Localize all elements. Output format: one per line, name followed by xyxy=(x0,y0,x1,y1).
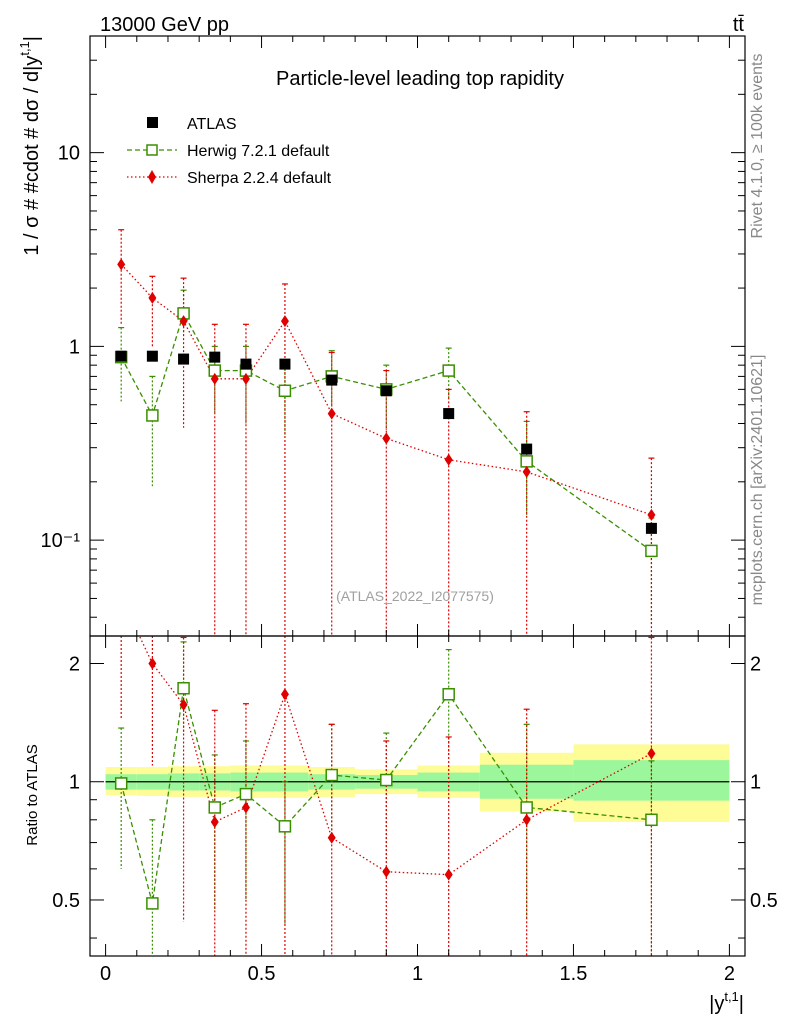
ratio-herwig-point xyxy=(177,681,190,695)
legend-sherpa-marker xyxy=(148,170,156,184)
ratio-herwig-point xyxy=(146,897,159,910)
atlas-data-point xyxy=(279,358,291,370)
ratio-herwig-point xyxy=(380,773,393,787)
atlas-data-point xyxy=(240,358,252,370)
main-sherpa-point xyxy=(327,407,336,420)
atlas-data-point xyxy=(209,351,221,363)
main-sherpa-point xyxy=(179,315,188,328)
ratio-tick-label-left: 1 xyxy=(69,772,80,794)
x-tick-label: 2 xyxy=(724,963,735,985)
process-label: tt̄ xyxy=(733,14,745,36)
legend-atlas-label: ATLAS xyxy=(187,116,237,133)
main-sherpa-point xyxy=(117,258,126,271)
axes: 0 0.5 1 1.5 2 10⁻¹ 1 10 0.5 0.5 1 1 2 2 xyxy=(41,35,778,985)
ratio-sherpa-point xyxy=(382,865,391,878)
legend: ATLAS Herwig 7.2.1 default Sherpa 2.2.4 … xyxy=(127,116,332,187)
x-axis-label-tail: | xyxy=(739,993,744,1015)
x-axis-label-sup: t,1 xyxy=(724,989,738,1004)
ratio-sherpa-point xyxy=(327,831,336,844)
ratio-herwig-line xyxy=(120,688,652,904)
atlas-data-point xyxy=(115,350,127,362)
mcplots-label: mcplots.cern.ch [arXiv:2401.10621] xyxy=(749,355,766,606)
main-herwig-point xyxy=(146,409,159,422)
main-sherpa-point xyxy=(382,432,391,445)
ratio-herwig-point xyxy=(645,813,658,827)
y-tick-label: 10 xyxy=(58,143,80,165)
atlas-data-point xyxy=(521,443,533,455)
main-sherpa-point xyxy=(647,508,656,521)
ratio-herwig-point xyxy=(208,801,222,814)
main-herwig-point xyxy=(278,384,292,398)
x-tick-label: 0 xyxy=(100,963,111,985)
ratio-herwig-point xyxy=(278,820,292,833)
data-markers xyxy=(114,258,658,910)
ratio-sherpa-point xyxy=(647,747,656,760)
ratio-herwig-point xyxy=(239,787,253,801)
atlas-data-point xyxy=(380,385,392,397)
ratio-herwig-point xyxy=(114,777,128,790)
ratio-axis-label: Ratio to ATLAS xyxy=(24,744,41,845)
y-axis-label-main: 1 / σ # #cdot # dσ / d|y xyxy=(21,56,43,256)
main-herwig-point xyxy=(645,544,658,558)
atlas-data-point xyxy=(146,350,158,362)
main-sherpa-point xyxy=(210,372,219,385)
ratio-sherpa-point xyxy=(241,801,250,814)
ratio-herwig-point xyxy=(325,768,338,782)
error-bars xyxy=(118,229,655,956)
main-sherpa-point xyxy=(280,315,289,328)
x-axis-label: |yt,1| xyxy=(709,989,744,1015)
y-axis-label-tail: | xyxy=(21,36,43,41)
y-axis-label: 1 / σ # #cdot # dσ / d|yt,1| xyxy=(17,36,43,256)
ratio-herwig-point xyxy=(520,801,533,814)
ratio-uncertainty-band xyxy=(105,744,730,822)
chart-title: Particle-level leading top rapidity xyxy=(276,68,564,90)
ratio-tick-label-right: 1 xyxy=(750,772,761,794)
ratio-tick-label-right: 0.5 xyxy=(750,890,778,912)
ratio-tick-label-left: 0.5 xyxy=(52,890,80,912)
main-sherpa-point xyxy=(148,291,157,304)
main-sherpa-point xyxy=(522,465,531,478)
atlas-data-point xyxy=(443,408,455,420)
ratio-tick-label-right: 2 xyxy=(750,654,761,676)
energy-label: 13000 GeV pp xyxy=(100,14,229,36)
legend-atlas-marker xyxy=(147,117,158,128)
rivet-version-label: Rivet 4.1.0, ≥ 100k events xyxy=(749,54,766,239)
atlas-data-point xyxy=(326,374,338,386)
y-tick-label: 1 xyxy=(69,336,80,358)
ratio-sherpa-point xyxy=(522,813,531,826)
main-sherpa-point xyxy=(241,372,250,385)
y-axis-label-sup: t,1 xyxy=(17,41,32,55)
x-tick-label: 0.5 xyxy=(248,963,276,985)
atlas-data-point xyxy=(178,353,190,365)
main-herwig-point xyxy=(442,364,455,377)
main-herwig-point xyxy=(520,455,533,468)
legend-sherpa-label: Sherpa 2.2.4 default xyxy=(187,170,332,187)
ratio-sherpa-point xyxy=(179,698,188,711)
atlas-data-point xyxy=(645,522,657,534)
x-tick-label: 1.5 xyxy=(560,963,588,985)
ratio-tick-label-left: 2 xyxy=(69,654,80,676)
ratio-sherpa-point xyxy=(148,657,157,670)
x-tick-label: 1 xyxy=(412,963,423,985)
ratio-sherpa-point xyxy=(280,688,289,701)
main-sherpa-point xyxy=(444,453,453,466)
legend-herwig-marker xyxy=(146,144,158,156)
y-tick-label: 10⁻¹ xyxy=(41,530,81,552)
analysis-tag: (ATLAS_2022_I2077575) xyxy=(336,588,494,604)
ratio-herwig-point xyxy=(442,688,455,701)
ratio-sherpa-point xyxy=(444,868,453,881)
legend-herwig-label: Herwig 7.2.1 default xyxy=(187,143,330,160)
x-axis-label-main: |y xyxy=(709,993,724,1015)
ratio-sherpa-point xyxy=(210,815,219,828)
